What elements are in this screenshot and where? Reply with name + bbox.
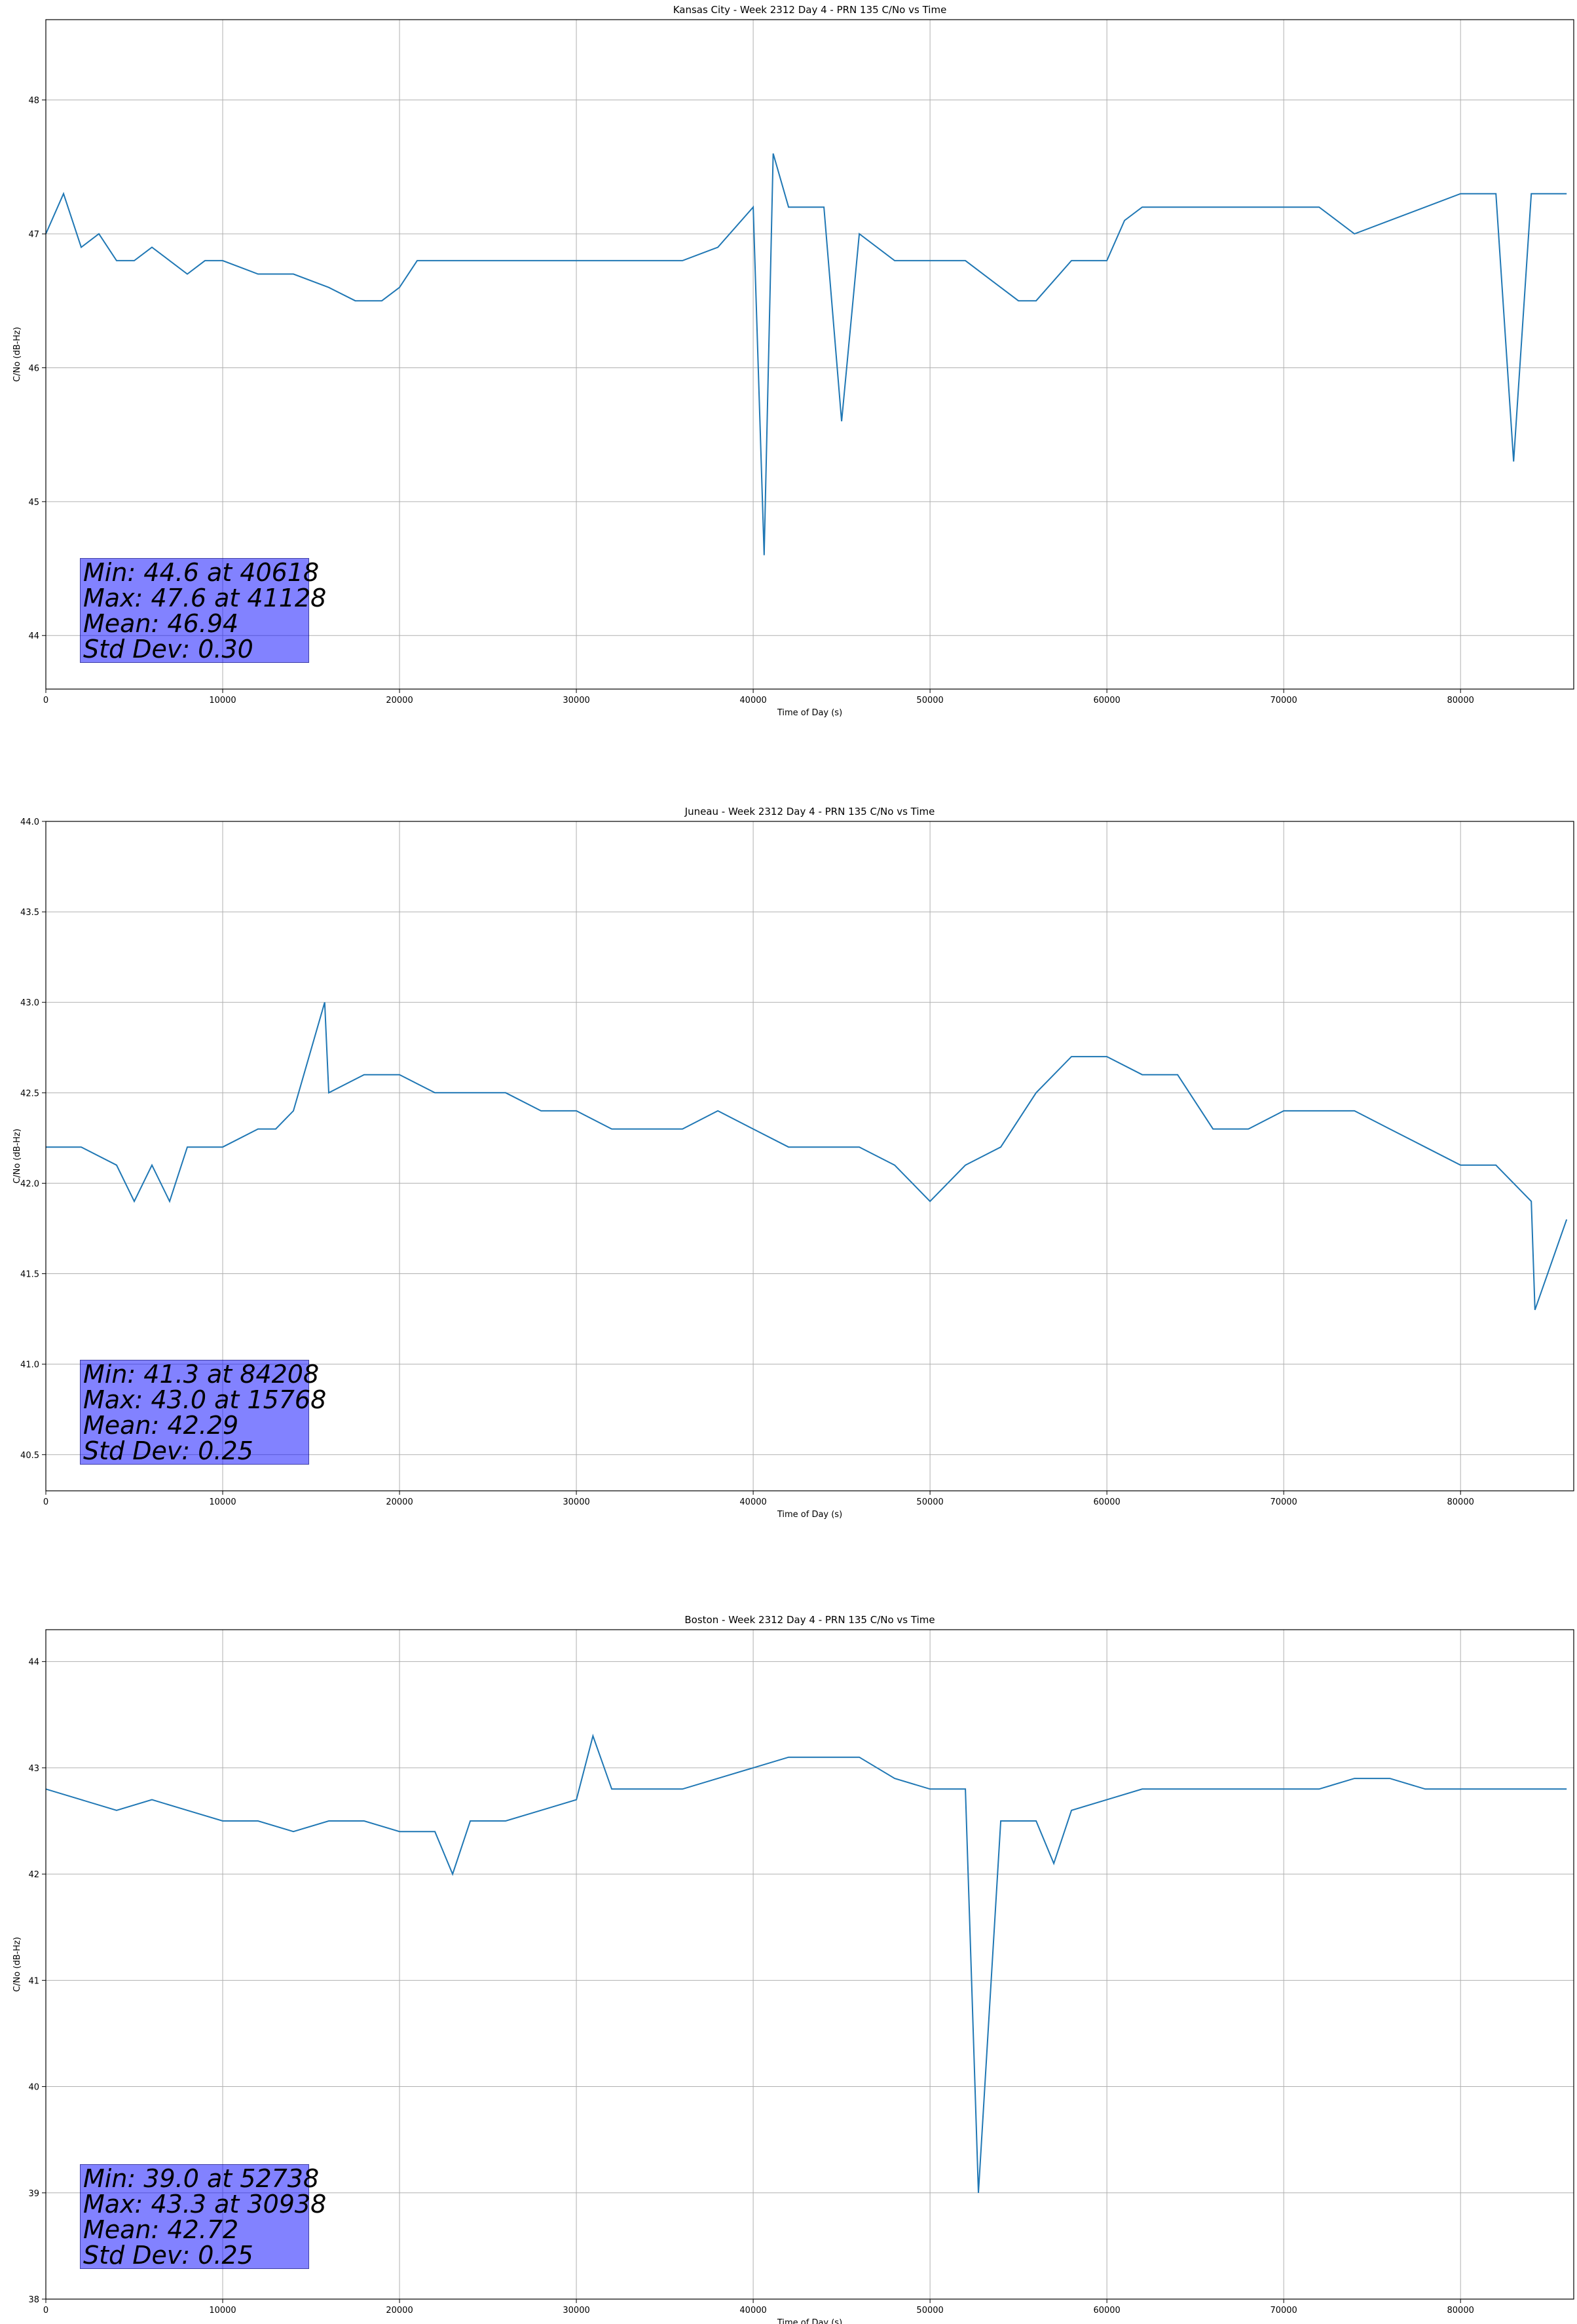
y-axis-label: C/No (dB-Hz) [12, 327, 22, 382]
x-tick-label: 0 [43, 2306, 48, 2315]
chart-title: Juneau - Week 2312 Day 4 - PRN 135 C/No … [684, 806, 935, 817]
stat-mean: Mean: 42.72 [83, 2215, 239, 2244]
y-tick-label: 41.5 [20, 1270, 39, 1280]
x-tick-label: 40000 [739, 696, 766, 705]
x-axis-label: Time of Day (s) [777, 708, 842, 718]
plot-frame [45, 821, 1574, 1491]
y-tick-label: 47 [28, 230, 39, 240]
stat-mean: Mean: 42.29 [83, 1411, 239, 1440]
y-tick-label: 45 [28, 498, 39, 508]
stat-max: Max: 43.3 at 30938 [83, 2190, 327, 2219]
x-tick-label: 20000 [386, 696, 413, 705]
plot-frame [45, 1629, 1574, 2300]
y-tick-label: 40 [28, 2083, 39, 2093]
chart-panel-juneau: 0 10000 20000 30000 40000 50000 60000 70000 8000… [0, 776, 1577, 1548]
chart-panel-kansas-city: 0 10000 20000 30000 40000 50000 60000 70000 8000… [0, 0, 1577, 773]
x-tick-label: 80000 [1447, 696, 1474, 705]
chart-juneau: 0 10000 20000 30000 40000 50000 60000 70000 8000… [12, 806, 1574, 1520]
stat-std-dev: Std Dev: 0.25 [83, 2241, 253, 2270]
x-tick-label: 60000 [1093, 1497, 1120, 1507]
x-tick-label: 50000 [916, 1497, 943, 1507]
x-tick-label: 0 [43, 696, 48, 705]
x-tick-label: 20000 [386, 2306, 413, 2315]
y-axis-label: C/No (dB-Hz) [12, 1129, 22, 1184]
x-tick-label: 80000 [1447, 2306, 1474, 2315]
x-tick-label: 50000 [916, 2306, 943, 2315]
stats-box-kansas-city: Min: 44.6 at 40618 Max: 47.6 at 41128 Me… [80, 558, 327, 664]
y-tick-label: 43 [28, 1764, 39, 1774]
y-tick-label: 41 [28, 1976, 39, 1986]
x-tick-label: 60000 [1093, 696, 1120, 705]
y-tick-label: 46 [28, 364, 39, 373]
chart-panel-boston: 0 10000 20000 30000 40000 50000 60000 70000 8000… [0, 1551, 1577, 2324]
x-tick-label: 70000 [1270, 696, 1297, 705]
x-axis-label: Time of Day (s) [777, 2318, 842, 2324]
stat-min: Min: 44.6 at 40618 [83, 558, 320, 587]
stat-min: Min: 41.3 at 84208 [83, 1360, 320, 1389]
y-tick-label: 43.5 [20, 908, 39, 918]
y-tick-label: 42 [28, 1870, 39, 1880]
plot-frame [45, 19, 1574, 690]
stat-mean: Mean: 46.94 [83, 609, 239, 638]
x-tick-label: 40000 [739, 1497, 766, 1507]
y-tick-label: 44 [28, 1658, 39, 1668]
y-tick-label: 39 [28, 2189, 39, 2199]
y-tick-label: 48 [28, 96, 39, 106]
y-tick-label: 38 [28, 2295, 39, 2305]
chart-kansas-city: 0 10000 20000 30000 40000 50000 60000 70000 8000… [12, 4, 1574, 718]
x-axis-label: Time of Day (s) [777, 1510, 842, 1520]
x-tick-label: 10000 [209, 1497, 236, 1507]
chart-title: Boston - Week 2312 Day 4 - PRN 135 C/No … [684, 1614, 935, 1626]
y-axis-label: C/No (dB-Hz) [12, 1937, 22, 1992]
y-tick-label: 41.0 [20, 1360, 39, 1370]
series-line [45, 1733, 1567, 2193]
x-tick-label: 30000 [563, 2306, 589, 2315]
x-tick-label: 50000 [916, 696, 943, 705]
stat-std-dev: Std Dev: 0.25 [83, 1436, 253, 1465]
chart-title: Kansas City - Week 2312 Day 4 - PRN 135 … [673, 4, 947, 16]
y-tick-label: 44 [28, 631, 39, 641]
chart-boston: 0 10000 20000 30000 40000 50000 60000 70000 8000… [12, 1614, 1574, 2324]
x-tick-label: 20000 [386, 1497, 413, 1507]
x-tick-label: 10000 [209, 696, 236, 705]
stat-std-dev: Std Dev: 0.30 [83, 635, 253, 664]
y-tick-label: 44.0 [20, 817, 39, 827]
y-tick-label: 42.0 [20, 1179, 39, 1189]
x-tick-label: 0 [43, 1497, 48, 1507]
stat-min: Min: 39.0 at 52738 [83, 2164, 320, 2193]
stat-max: Max: 43.0 at 15768 [83, 1385, 327, 1414]
x-tick-label: 40000 [739, 2306, 766, 2315]
y-tick-label: 40.5 [20, 1451, 39, 1461]
x-tick-label: 30000 [563, 1497, 589, 1507]
stats-box-boston: Min: 39.0 at 52738 Max: 43.3 at 30938 Me… [80, 2164, 327, 2270]
stat-max: Max: 47.6 at 41128 [83, 584, 327, 612]
x-tick-label: 80000 [1447, 1497, 1474, 1507]
y-tick-label: 42.5 [20, 1089, 39, 1098]
x-tick-label: 10000 [209, 2306, 236, 2315]
series-line [45, 153, 1567, 555]
x-tick-label: 30000 [563, 696, 589, 705]
series-line [46, 1002, 1568, 1311]
stats-box-juneau: Min: 41.3 at 84208 Max: 43.0 at 15768 Me… [80, 1360, 327, 1465]
y-tick-label: 43.0 [20, 998, 39, 1008]
x-tick-label: 70000 [1270, 2306, 1297, 2315]
x-tick-label: 60000 [1093, 2306, 1120, 2315]
x-tick-label: 70000 [1270, 1497, 1297, 1507]
